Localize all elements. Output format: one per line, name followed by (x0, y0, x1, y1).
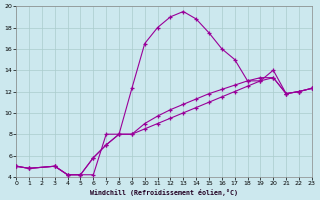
X-axis label: Windchill (Refroidissement éolien,°C): Windchill (Refroidissement éolien,°C) (90, 189, 238, 196)
